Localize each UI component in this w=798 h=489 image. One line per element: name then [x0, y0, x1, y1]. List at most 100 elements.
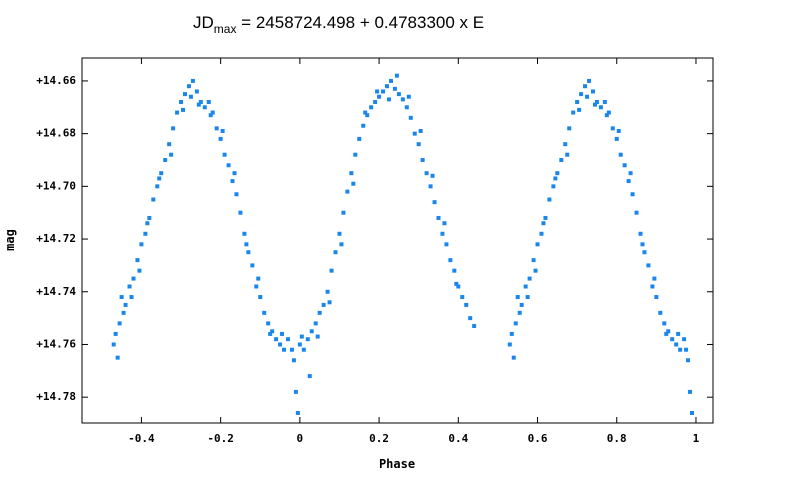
data-point [123, 302, 128, 307]
data-point [167, 142, 172, 147]
data-point [325, 289, 330, 294]
data-point [246, 250, 251, 255]
data-point [256, 276, 261, 281]
data-point [436, 215, 441, 220]
data-point [575, 100, 580, 105]
data-point [234, 192, 239, 197]
data-point [139, 242, 144, 247]
data-point [464, 302, 469, 307]
data-point [244, 242, 249, 247]
data-point [375, 89, 380, 94]
title-rest: = 2458724.498 + 0.4783300 x E [236, 13, 484, 32]
data-point [678, 347, 683, 352]
data-point [394, 73, 399, 78]
data-point [442, 221, 447, 226]
data-point [472, 324, 477, 329]
data-point [127, 284, 132, 289]
data-point [377, 94, 382, 99]
data-point [381, 89, 386, 94]
data-point [551, 184, 556, 189]
data-point [220, 129, 225, 133]
data-point [341, 210, 346, 215]
data-point [594, 100, 599, 105]
data-point [577, 107, 582, 112]
data-point [210, 110, 215, 115]
data-point [640, 242, 645, 247]
x-tick-label: 0.6 [528, 432, 548, 445]
data-point [585, 94, 590, 99]
data-point [317, 310, 322, 315]
x-tick-label: -0.2 [207, 432, 234, 445]
data-point [159, 171, 164, 176]
data-point [547, 197, 552, 202]
data-point [539, 231, 544, 236]
data-point [226, 163, 231, 168]
data-point [642, 250, 647, 255]
data-point [327, 300, 332, 305]
x-tick-label: 1 [693, 432, 700, 445]
data-point [424, 171, 429, 176]
data-point [404, 105, 409, 110]
data-point [266, 321, 271, 326]
data-point [147, 215, 152, 220]
data-point [622, 163, 627, 168]
data-point [357, 136, 362, 141]
data-point [305, 337, 310, 342]
data-point [440, 231, 445, 236]
data-point [598, 105, 603, 110]
data-point [541, 221, 546, 226]
data-point [135, 258, 140, 263]
data-point [321, 302, 326, 307]
data-point [262, 310, 267, 315]
data-point [430, 173, 435, 178]
title-subscript: max [214, 22, 237, 36]
y-tick-label: +14.72 [36, 232, 76, 245]
data-point [369, 105, 374, 110]
data-point [151, 197, 156, 202]
data-point [650, 284, 655, 289]
data-point [606, 110, 611, 115]
data-point [460, 295, 465, 300]
data-point [129, 295, 134, 300]
x-tick-label: -0.4 [128, 432, 155, 445]
data-point [345, 189, 350, 194]
data-point [274, 337, 279, 342]
data-point [208, 113, 213, 118]
data-point [137, 268, 142, 273]
data-point [571, 110, 576, 115]
data-point [527, 276, 532, 281]
data-point [337, 231, 342, 236]
data-point [592, 102, 597, 107]
data-point [444, 242, 449, 247]
data-point [513, 321, 518, 326]
data-point [121, 310, 126, 315]
data-point [638, 231, 643, 236]
data-point [515, 295, 520, 300]
data-point [278, 342, 283, 347]
data-point [452, 268, 457, 273]
x-tick-label: 0.4 [448, 432, 468, 445]
data-point [523, 284, 528, 289]
data-point [299, 334, 304, 339]
data-point [626, 179, 631, 184]
data-point [214, 126, 219, 131]
data-point [222, 152, 227, 157]
data-point [289, 347, 294, 352]
data-point [628, 171, 633, 176]
data-point [630, 192, 635, 197]
data-point [676, 331, 681, 336]
data-point [313, 321, 318, 326]
data-point [143, 231, 148, 236]
data-point [365, 113, 370, 118]
data-point [182, 92, 187, 97]
data-point [386, 97, 391, 102]
data-point [258, 295, 263, 300]
data-point [202, 105, 207, 110]
y-tick-label: +14.66 [36, 74, 76, 87]
y-axis-label: mag [3, 229, 17, 251]
data-point [418, 129, 423, 133]
data-point [406, 94, 411, 99]
x-tick-label: 0.2 [369, 432, 389, 445]
data-point [670, 337, 675, 342]
